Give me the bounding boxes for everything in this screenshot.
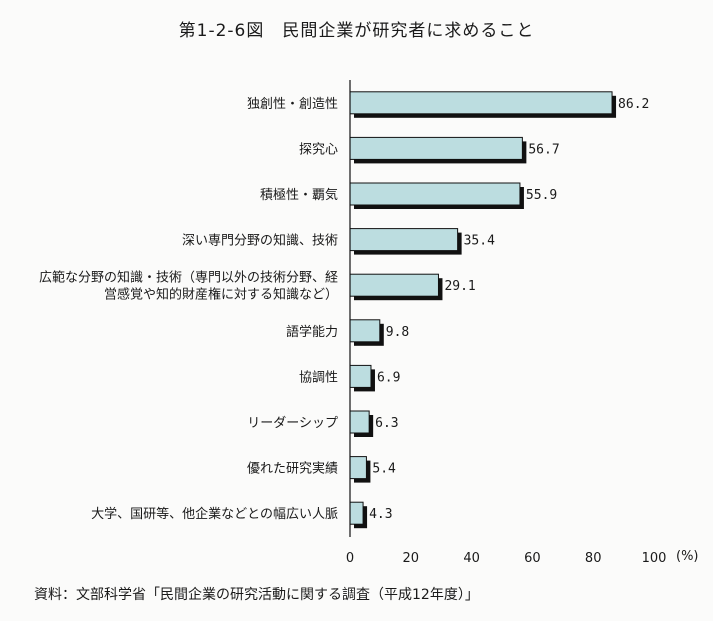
- source-note: 資料：文部科学省「民間企業の研究活動に関する調査（平成12年度）」: [34, 587, 479, 603]
- category-label: 優れた研究実績: [247, 461, 338, 477]
- bar: [349, 228, 459, 252]
- category-label: 広範な分野の知識・技術（専門以外の技術分野、経: [39, 270, 338, 286]
- category-label: 語学能力: [286, 324, 338, 340]
- x-unit-label: (%): [676, 549, 699, 564]
- data-label: 29.1: [444, 279, 475, 294]
- data-label: 9.8: [386, 325, 409, 340]
- data-label: 6.9: [377, 370, 400, 385]
- x-tick-label: 40: [463, 551, 480, 566]
- data-label: 55.9: [526, 188, 557, 203]
- chart-title: 第1-2-6図 民間企業が研究者に求めること: [178, 21, 535, 41]
- data-label: 35.4: [464, 234, 495, 249]
- category-label: 協調性: [299, 370, 338, 385]
- bar: [349, 136, 523, 160]
- data-label: 4.3: [369, 507, 392, 522]
- bar: [349, 501, 364, 525]
- category-label: 探究心: [299, 142, 338, 157]
- bar: [349, 91, 613, 115]
- data-label: 56.7: [528, 142, 559, 157]
- bar: [349, 273, 439, 297]
- data-label: 6.3: [375, 416, 398, 431]
- category-label: 大学、国研等、他企業などとの幅広い人脈: [91, 506, 338, 522]
- data-label: 86.2: [618, 97, 649, 112]
- bar: [349, 319, 381, 343]
- x-tick-label: 80: [585, 551, 602, 566]
- category-label: リーダーシップ: [247, 416, 338, 431]
- category-label: 営感覚や知的財産権に対する知識など）: [104, 287, 338, 303]
- x-tick-label: 100: [642, 551, 667, 566]
- bar: [349, 182, 521, 206]
- data-label: 5.4: [372, 462, 396, 477]
- bar: [349, 410, 370, 434]
- bar: [349, 456, 367, 480]
- category-label: 積極性・覇気: [260, 187, 338, 203]
- x-tick-label: 20: [403, 551, 420, 566]
- x-tick-label: 0: [346, 551, 354, 566]
- category-label: 深い専門分野の知識、技術: [182, 233, 338, 249]
- bar: [349, 364, 372, 388]
- x-tick-label: 60: [524, 551, 541, 566]
- category-label: 独創性・創造性: [247, 97, 338, 112]
